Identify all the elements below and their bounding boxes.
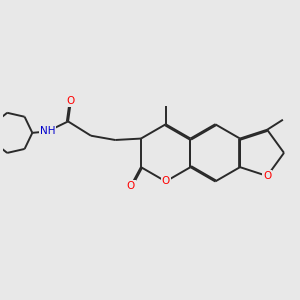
Text: O: O <box>67 96 75 106</box>
Text: NH: NH <box>40 126 55 136</box>
Text: O: O <box>162 176 170 186</box>
Text: O: O <box>263 171 271 181</box>
Text: O: O <box>127 181 135 191</box>
